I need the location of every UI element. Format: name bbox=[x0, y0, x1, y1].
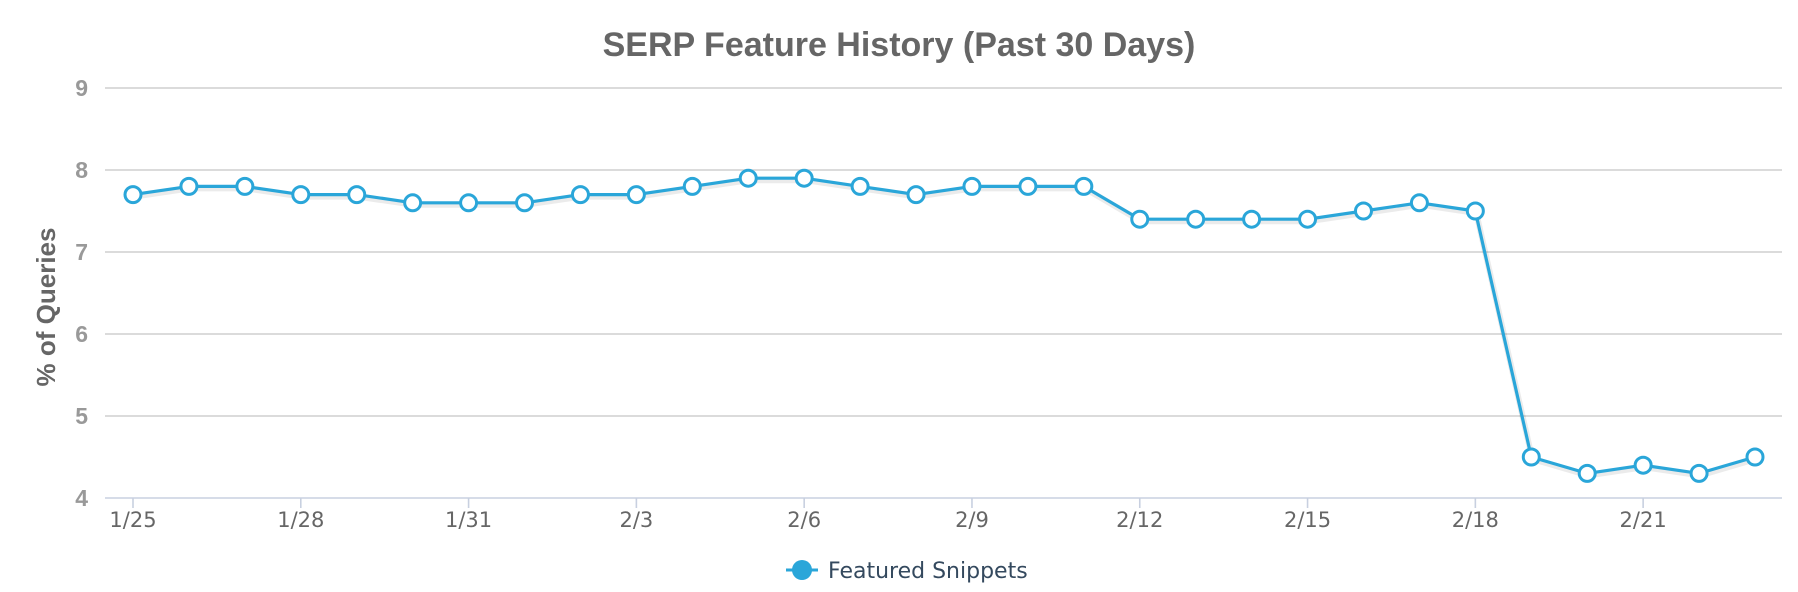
grid-layer bbox=[105, 87, 1782, 499]
y-tick-label: 4 bbox=[75, 485, 88, 511]
data-point bbox=[1074, 176, 1094, 196]
data-point bbox=[123, 185, 143, 205]
x-tick-label: 2/21 bbox=[1620, 508, 1667, 532]
data-point bbox=[1465, 201, 1485, 221]
chart-title: SERP Feature History (Past 30 Days) bbox=[603, 26, 1196, 64]
y-tick-label: 7 bbox=[75, 239, 88, 265]
x-tick-label: 1/31 bbox=[445, 508, 492, 532]
data-point bbox=[403, 193, 423, 213]
data-point bbox=[1633, 455, 1653, 475]
data-point bbox=[1521, 447, 1541, 467]
data-point bbox=[570, 185, 590, 205]
series-line-shadow bbox=[133, 177, 1757, 479]
x-tick-label: 2/15 bbox=[1284, 508, 1331, 532]
data-point bbox=[1409, 193, 1429, 213]
series-layer bbox=[123, 168, 1765, 483]
data-point bbox=[906, 185, 926, 205]
y-tick-label: 5 bbox=[75, 403, 88, 429]
x-tick-label: 2/3 bbox=[619, 508, 653, 532]
data-point bbox=[347, 185, 367, 205]
data-point bbox=[1130, 209, 1150, 229]
x-tick-label: 1/25 bbox=[109, 508, 156, 532]
data-point bbox=[291, 185, 311, 205]
y-axis-label: % of Queries bbox=[31, 228, 61, 387]
data-point bbox=[794, 168, 814, 188]
y-tick-label: 9 bbox=[75, 75, 88, 101]
data-point bbox=[1577, 463, 1597, 483]
data-point bbox=[515, 193, 535, 213]
data-point bbox=[962, 176, 982, 196]
y-tick-label: 8 bbox=[75, 157, 88, 183]
data-point bbox=[1242, 209, 1262, 229]
legend-marker bbox=[792, 560, 812, 580]
x-tick-label: 2/9 bbox=[955, 508, 989, 532]
series-line bbox=[132, 176, 1756, 475]
y-axis-ticks: 4 5 6 7 8 9 bbox=[75, 75, 88, 511]
data-point bbox=[1745, 447, 1765, 467]
x-tick-label: 2/18 bbox=[1452, 508, 1499, 532]
x-tick-label: 2/6 bbox=[787, 508, 821, 532]
data-point bbox=[1298, 209, 1318, 229]
data-point bbox=[850, 176, 870, 196]
data-point bbox=[235, 176, 255, 196]
data-point bbox=[1689, 463, 1709, 483]
data-point bbox=[738, 168, 758, 188]
data-point bbox=[626, 185, 646, 205]
x-tick-label: 2/12 bbox=[1116, 508, 1163, 532]
data-point bbox=[1018, 176, 1038, 196]
legend-label[interactable]: Featured Snippets bbox=[828, 559, 1028, 584]
data-point bbox=[1353, 201, 1373, 221]
data-point bbox=[682, 176, 702, 196]
data-point bbox=[1186, 209, 1206, 229]
x-tick-label: 1/28 bbox=[277, 508, 324, 532]
data-point bbox=[179, 176, 199, 196]
data-point bbox=[459, 193, 479, 213]
legend[interactable]: Featured Snippets bbox=[786, 559, 1028, 584]
x-axis-ticks: 1/25 1/28 1/31 2/3 2/6 2/9 2/12 2/15 2/18 2/21 bbox=[109, 498, 1667, 532]
y-tick-label: 6 bbox=[75, 321, 88, 347]
